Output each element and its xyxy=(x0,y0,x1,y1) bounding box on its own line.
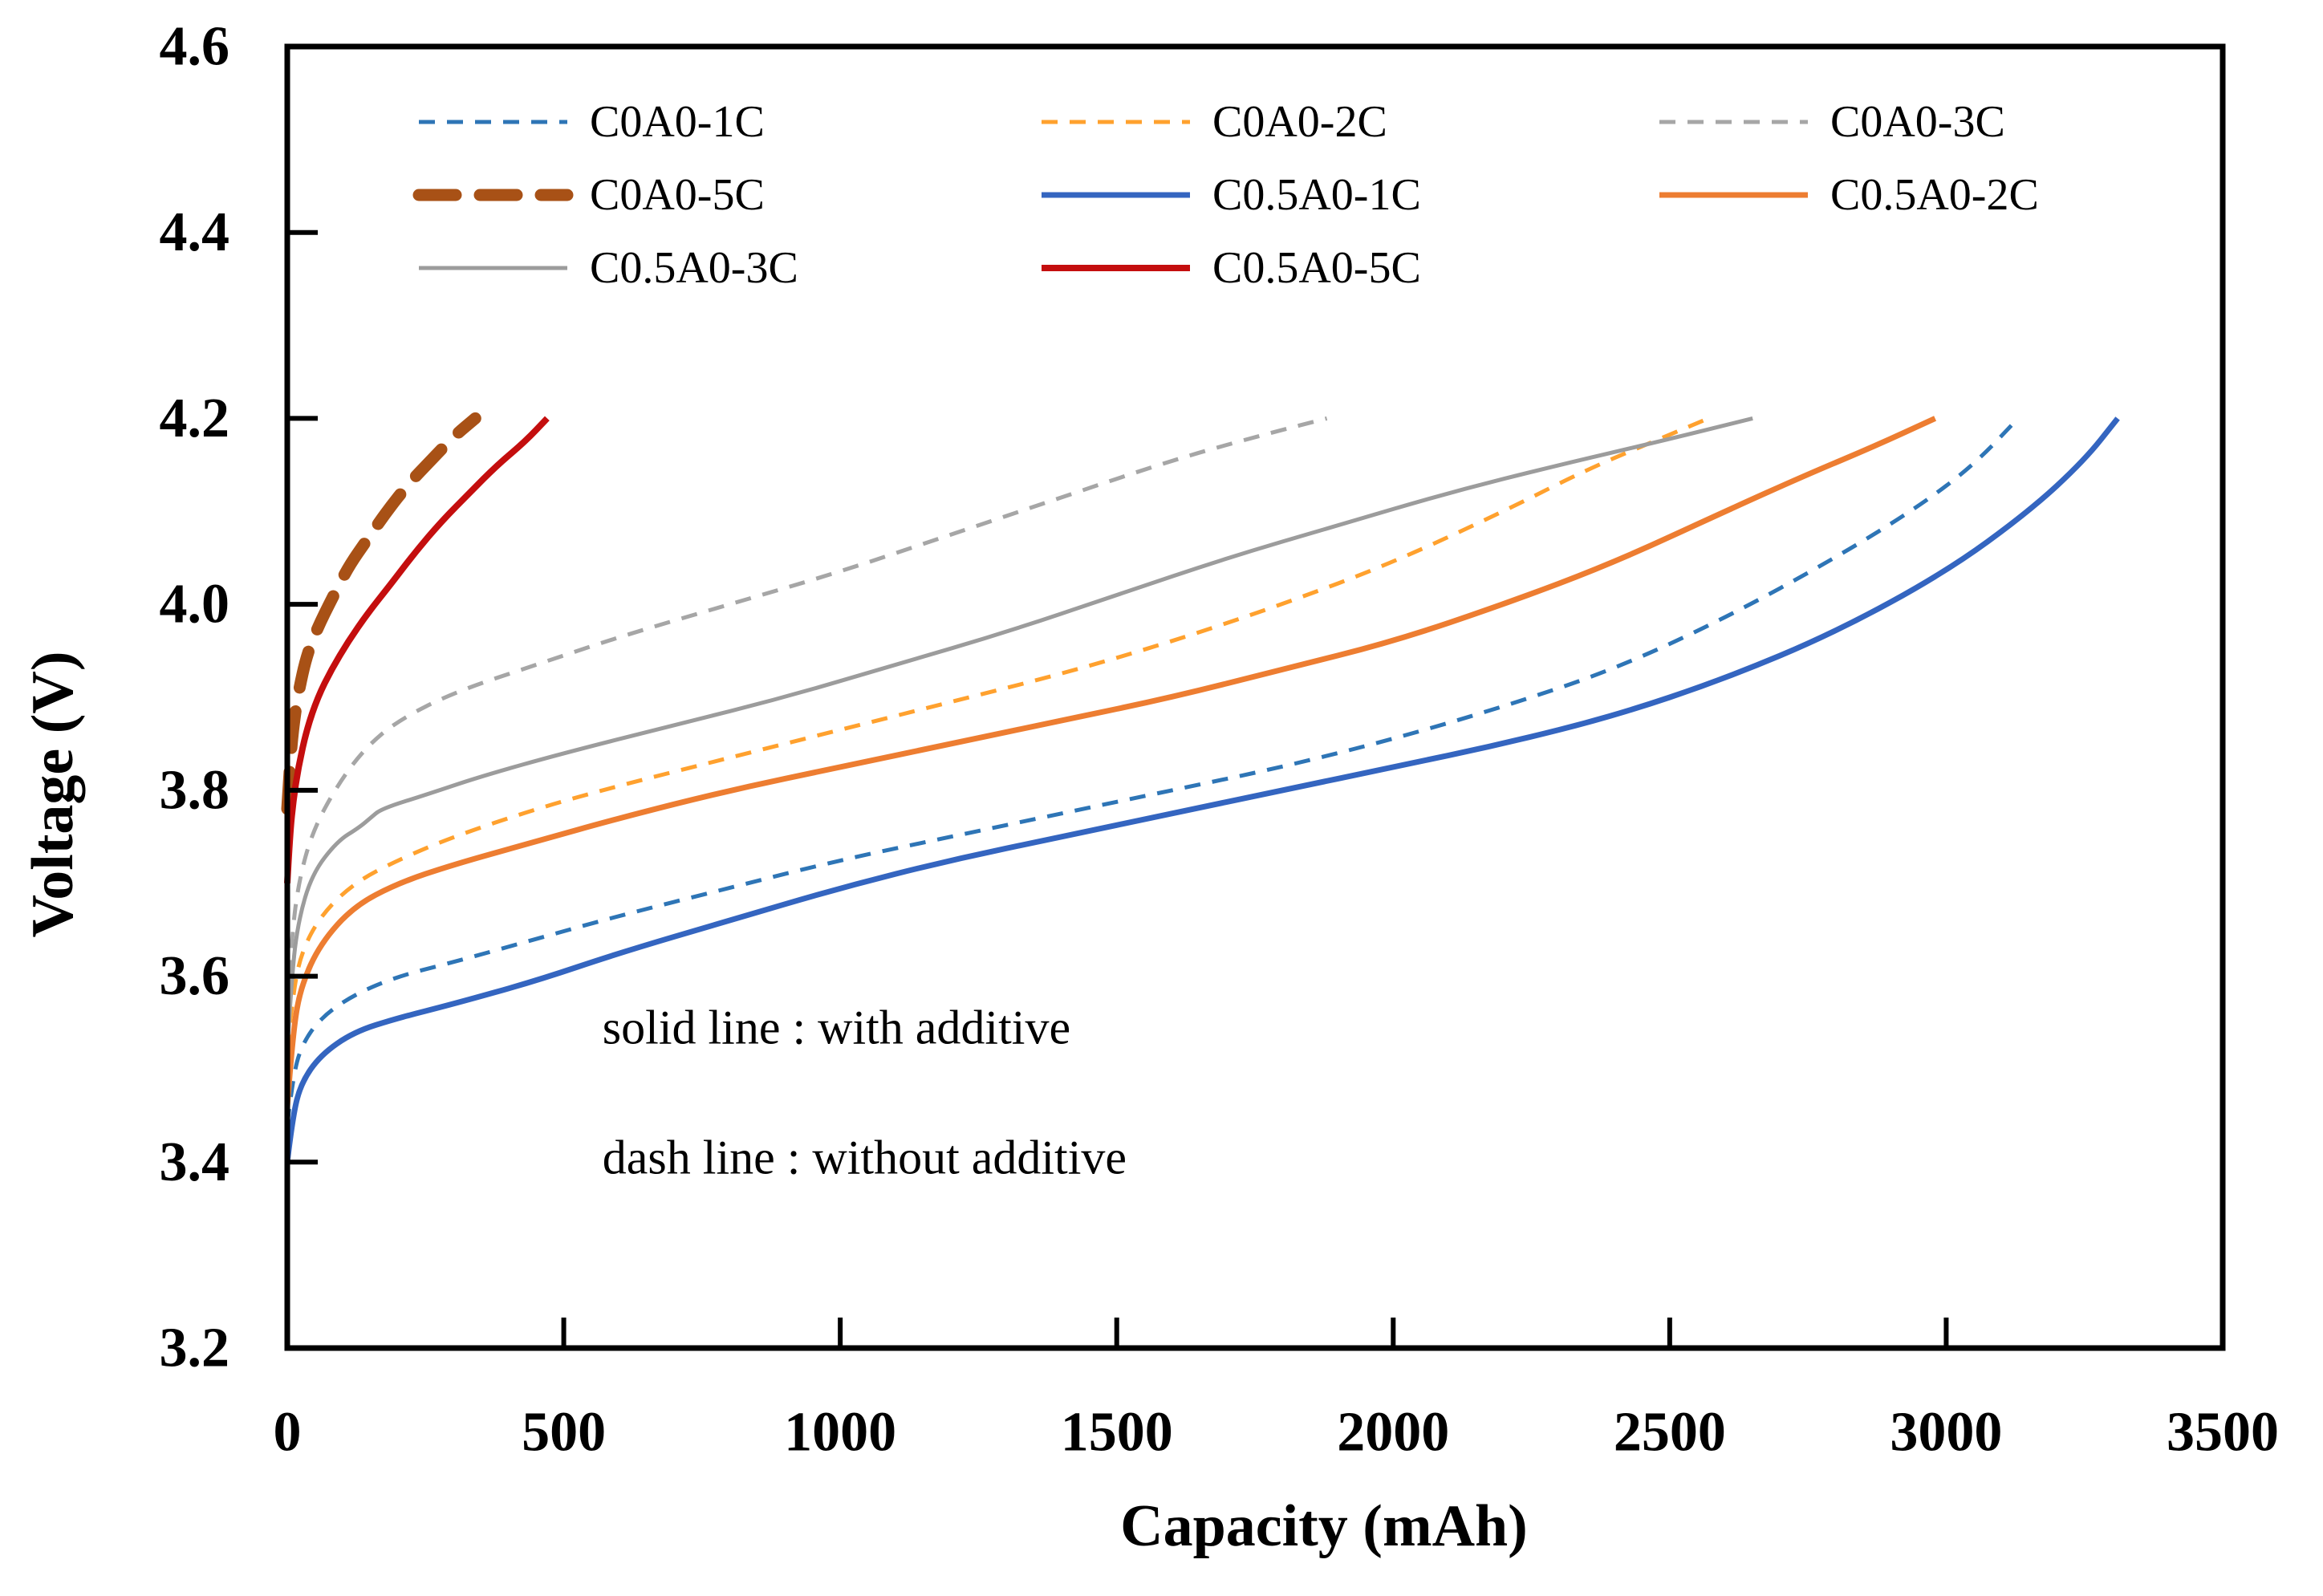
annotation-solid-line: solid line : with additive xyxy=(603,1001,1070,1054)
y-tick-label-3.6: 3.6 xyxy=(160,945,230,1007)
legend-item-C0.5A0-5C: C0.5A0-5C xyxy=(1042,243,1421,293)
y-tick-label-3.8: 3.8 xyxy=(160,759,230,821)
legend-item-C0A0-2C: C0A0-2C xyxy=(1042,97,1387,147)
legend-item-C0.5A0-3C: C0.5A0-3C xyxy=(419,243,798,293)
y-tick-label-4.6: 4.6 xyxy=(160,16,230,78)
legend-label-C0A0-3C: C0A0-3C xyxy=(1830,97,2005,147)
y-axis-title: Voltage (V) xyxy=(20,652,86,938)
series-C0A0-1C xyxy=(285,416,2020,1126)
legend-item-C0A0-5C: C0A0-5C xyxy=(412,170,765,220)
x-tick-label-3000: 3000 xyxy=(1890,1402,2002,1464)
x-axis-title: Capacity (mAh) xyxy=(1120,1493,1528,1559)
plot-frame xyxy=(284,43,2226,1351)
x-tick-label-2500: 2500 xyxy=(1614,1402,1726,1464)
legend-item-C0.5A0-2C: C0.5A0-2C xyxy=(1659,170,2039,220)
y-tick-label-3.2: 3.2 xyxy=(160,1318,230,1379)
legend-label-C0A0-5C: C0A0-5C xyxy=(590,170,765,220)
series-C0.5A0-1C xyxy=(284,416,2120,1163)
legend-label-C0.5A0-3C: C0.5A0-3C xyxy=(590,243,798,293)
annotation-dash-line: dash line : without additive xyxy=(603,1131,1127,1184)
legend-label-C0.5A0-2C: C0.5A0-2C xyxy=(1830,170,2039,220)
series-C0.5A0-5C xyxy=(284,416,550,883)
x-tick-label-3500: 3500 xyxy=(2167,1402,2279,1464)
y-tick-label-4.2: 4.2 xyxy=(160,388,230,449)
legend-label-C0A0-1C: C0A0-1C xyxy=(590,97,765,147)
series-C0.5A0-3C xyxy=(285,416,1753,1051)
legend-label-C0A0-2C: C0A0-2C xyxy=(1212,97,1387,147)
legend-label-C0.5A0-5C: C0.5A0-5C xyxy=(1212,243,1421,293)
y-tick-label-4: 4.0 xyxy=(160,574,230,636)
series-C0.5A0-2C xyxy=(284,416,1937,1107)
legend-item-C0A0-1C: C0A0-1C xyxy=(419,97,765,147)
x-tick-label-500: 500 xyxy=(522,1402,606,1464)
x-tick-label-1000: 1000 xyxy=(784,1402,896,1464)
x-tick-label-2000: 2000 xyxy=(1337,1402,1449,1464)
y-tick-label-3.4: 3.4 xyxy=(160,1131,230,1193)
x-tick-label-1500: 1500 xyxy=(1061,1402,1173,1464)
legend-item-C0A0-3C: C0A0-3C xyxy=(1659,97,2005,147)
x-tick-label-0: 0 xyxy=(274,1402,302,1464)
y-tick-label-4.4: 4.4 xyxy=(160,201,230,263)
legend-label-C0.5A0-1C: C0.5A0-1C xyxy=(1212,170,1421,220)
legend-item-C0.5A0-1C: C0.5A0-1C xyxy=(1042,170,1421,220)
series-C0A0-2C xyxy=(285,416,1710,1051)
series-C0A0-3C xyxy=(285,416,1328,1005)
series-C0A0-5C xyxy=(281,412,481,815)
